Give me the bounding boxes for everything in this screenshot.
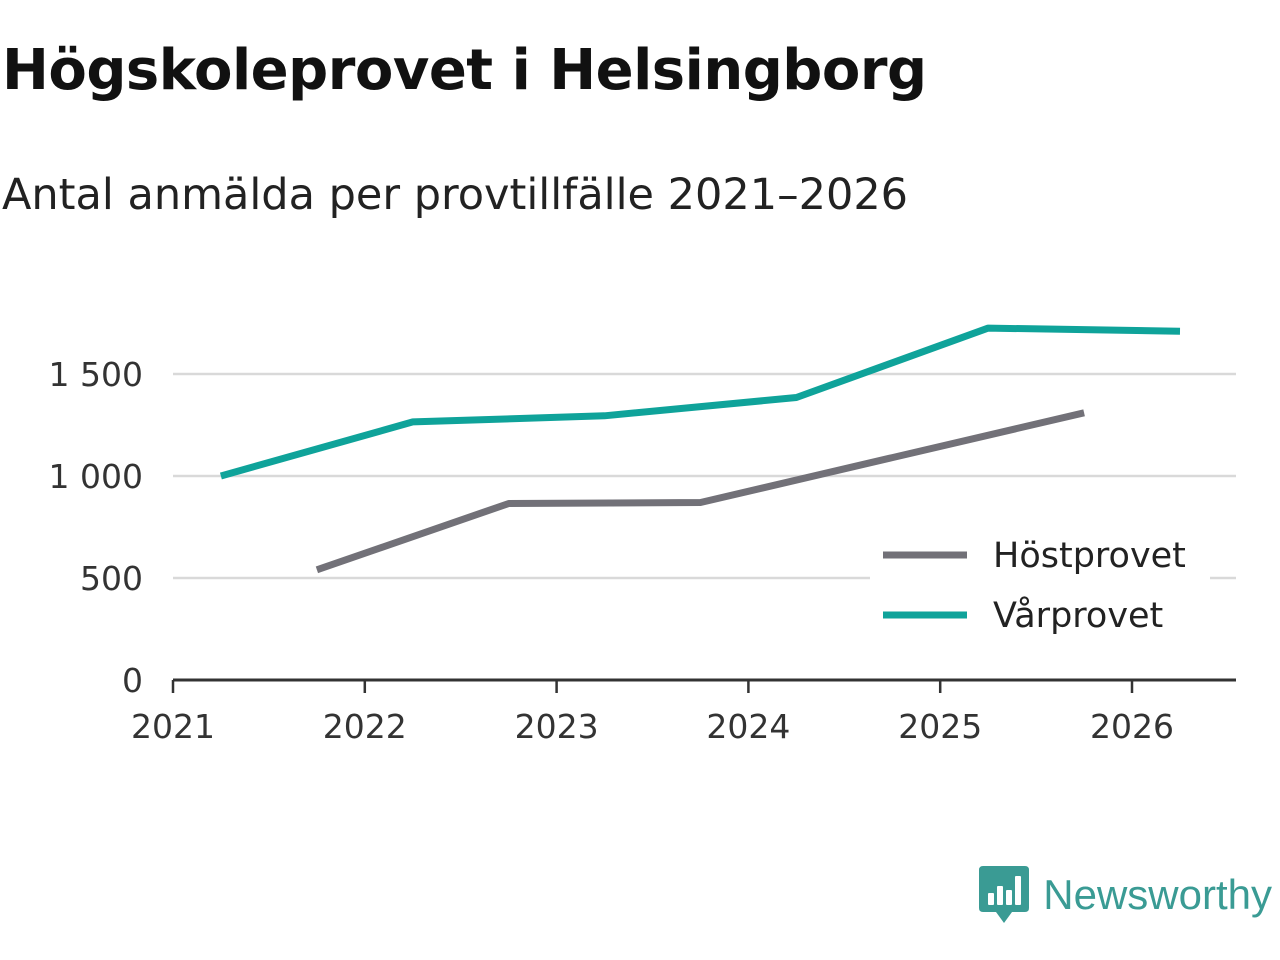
x-tick-label: 2023 — [515, 707, 599, 746]
x-tick-label: 2022 — [323, 707, 407, 746]
x-tick-label: 2025 — [898, 707, 982, 746]
y-tick-label: 0 — [122, 661, 143, 700]
brand-name: Newsworthy — [1043, 871, 1272, 918]
legend-background — [870, 527, 1210, 642]
series-lines — [219, 324, 1181, 574]
x-tick-label: 2021 — [131, 707, 215, 746]
chart-subtitle: Antal anmälda per provtillfälle 2021–202… — [2, 170, 909, 220]
y-tick-label: 500 — [80, 559, 143, 598]
axes: 0 500 1 000 1 500 2021 2022 2023 2024 2025 2026 — [49, 355, 1236, 746]
x-tick-label: 2024 — [706, 707, 790, 746]
series-line-vårprovet — [219, 324, 1181, 480]
legend-label: Vårprovet — [993, 595, 1163, 636]
bar-chart-speech-bubble-icon — [979, 866, 1030, 923]
y-tick-label: 1 500 — [49, 355, 143, 394]
legend-label: Höstprovet — [993, 536, 1186, 576]
chart-title: Högskoleprovet i Helsingborg — [2, 38, 927, 103]
brand-logo: Newsworthy — [979, 866, 1272, 924]
y-tick-label: 1 000 — [49, 457, 143, 496]
x-tick-label: 2026 — [1090, 707, 1174, 746]
legend: Höstprovet Vårprovet — [870, 527, 1210, 642]
